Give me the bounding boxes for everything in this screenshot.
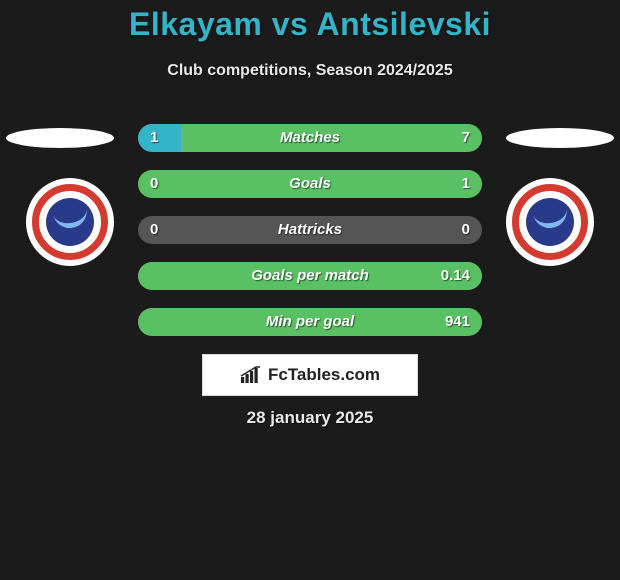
stat-row: 01Goals <box>138 170 482 198</box>
stat-label: Matches <box>138 124 482 152</box>
page-title: Elkayam vs Antsilevski <box>0 6 620 43</box>
snapshot-date: 28 january 2025 <box>0 408 620 428</box>
stat-row: 00Hattricks <box>138 216 482 244</box>
bar-chart-icon <box>240 366 262 384</box>
club-badge-right <box>506 178 594 266</box>
player-photo-placeholder-right <box>506 128 614 148</box>
stat-row: 17Matches <box>138 124 482 152</box>
stat-rows: 17Matches 01Goals 00Hattricks 0.14Goals per… <box>138 124 482 354</box>
stat-label: Min per goal <box>138 308 482 336</box>
stat-label: Hattricks <box>138 216 482 244</box>
stat-row: 0.14Goals per match <box>138 262 482 290</box>
stat-label: Goals per match <box>138 262 482 290</box>
comparison-infographic: Elkayam vs Antsilevski Club competitions… <box>0 0 620 580</box>
branding-text: FcTables.com <box>268 365 380 385</box>
club-badge-left <box>26 178 114 266</box>
stat-row: 941Min per goal <box>138 308 482 336</box>
branding-badge: FcTables.com <box>202 354 418 396</box>
stat-label: Goals <box>138 170 482 198</box>
subtitle: Club competitions, Season 2024/2025 <box>0 62 620 80</box>
player-photo-placeholder-left <box>6 128 114 148</box>
